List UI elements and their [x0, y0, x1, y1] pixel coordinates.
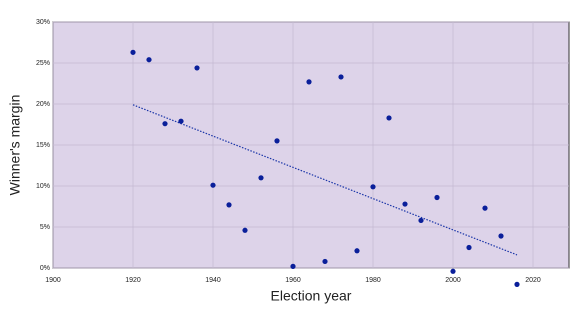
- data-point: [386, 115, 392, 121]
- data-point: [418, 217, 424, 224]
- y-tick-label: 15%: [36, 142, 50, 149]
- data-point: [226, 202, 232, 208]
- data-point: [354, 248, 360, 254]
- x-tick-label: 1940: [205, 277, 221, 284]
- data-point: [338, 74, 344, 80]
- data-point: [322, 258, 328, 265]
- data-point: [178, 118, 184, 124]
- data-point: [194, 65, 200, 71]
- data-point: [370, 184, 376, 190]
- data-point: [290, 263, 296, 269]
- data-point: [402, 201, 408, 207]
- y-tick-label: 0%: [40, 265, 50, 272]
- data-point: [162, 121, 168, 127]
- data-point: [130, 49, 136, 55]
- data-point: [466, 244, 472, 251]
- x-axis-title: Election year: [271, 288, 352, 304]
- y-axis-title: Winner's margin: [7, 95, 23, 196]
- y-tick-label: 20%: [36, 101, 50, 108]
- data-point: [242, 227, 248, 233]
- y-tick-label: 30%: [36, 19, 50, 26]
- data-point: [482, 205, 488, 211]
- y-tick-label: 25%: [36, 60, 50, 67]
- data-point: [498, 233, 504, 239]
- data-point: [210, 182, 216, 188]
- x-tick-label: 1900: [45, 277, 61, 284]
- x-tick-label: 1920: [125, 277, 141, 284]
- x-tick-label: 2000: [445, 277, 461, 284]
- data-point: [258, 175, 264, 181]
- data-point: [450, 268, 456, 274]
- x-tick-label: 1980: [365, 277, 381, 284]
- y-tick-label: 5%: [40, 224, 50, 231]
- data-point: [274, 138, 280, 144]
- x-tick-label: 2020: [525, 277, 541, 284]
- y-tick-label: 10%: [36, 183, 50, 190]
- data-point: [514, 281, 520, 287]
- data-point: [146, 57, 152, 63]
- data-point: [434, 194, 440, 201]
- x-tick-label: 1960: [285, 277, 301, 284]
- data-point: [306, 79, 312, 85]
